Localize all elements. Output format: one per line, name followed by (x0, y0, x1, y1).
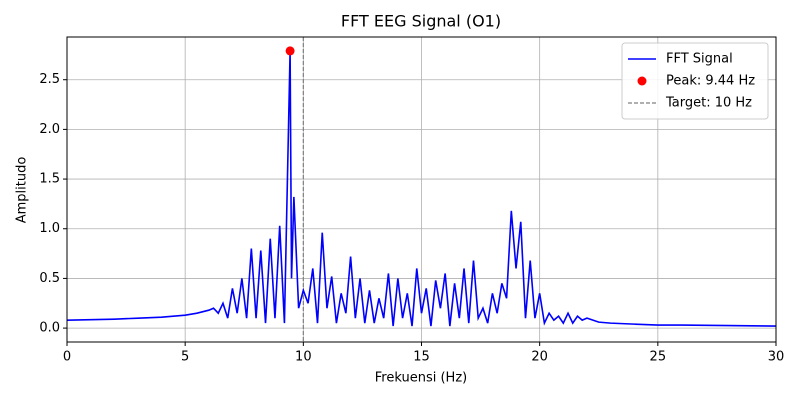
y-tick-label: 1.0 (39, 221, 60, 236)
x-tick-label: 15 (413, 350, 430, 365)
x-tick-label: 25 (650, 350, 667, 365)
legend-label: Target: 10 Hz (665, 96, 752, 111)
y-tick-label: 0.0 (39, 321, 60, 336)
peak-point (285, 46, 295, 56)
y-tick-label: 1.5 (39, 172, 60, 187)
y-tick-label: 2.5 (39, 72, 60, 87)
y-tick-label: 0.5 (39, 271, 60, 286)
x-tick-label: 10 (295, 350, 312, 365)
fft-line (66, 50, 777, 327)
x-tick-label: 20 (531, 350, 548, 365)
chart-title: FFT EEG Signal (O1) (341, 12, 501, 31)
y-axis-label: Amplitudo (15, 157, 30, 224)
legend-box (621, 42, 769, 120)
x-axis-label: Frekuensi (Hz) (375, 371, 467, 386)
plot-frame (66, 36, 777, 343)
legend-label: FFT Signal (666, 52, 733, 67)
y-tick-label: 2.0 (39, 122, 60, 137)
legend-marker (637, 76, 647, 86)
x-tick-label: 5 (181, 350, 189, 365)
x-tick-label: 0 (63, 350, 71, 365)
legend-label: Peak: 9.44 Hz (666, 74, 755, 89)
legend: FFT Signal Peak: 9.44 Hz Target: 10 Hz (621, 42, 769, 120)
x-tick-label: 30 (768, 350, 785, 365)
